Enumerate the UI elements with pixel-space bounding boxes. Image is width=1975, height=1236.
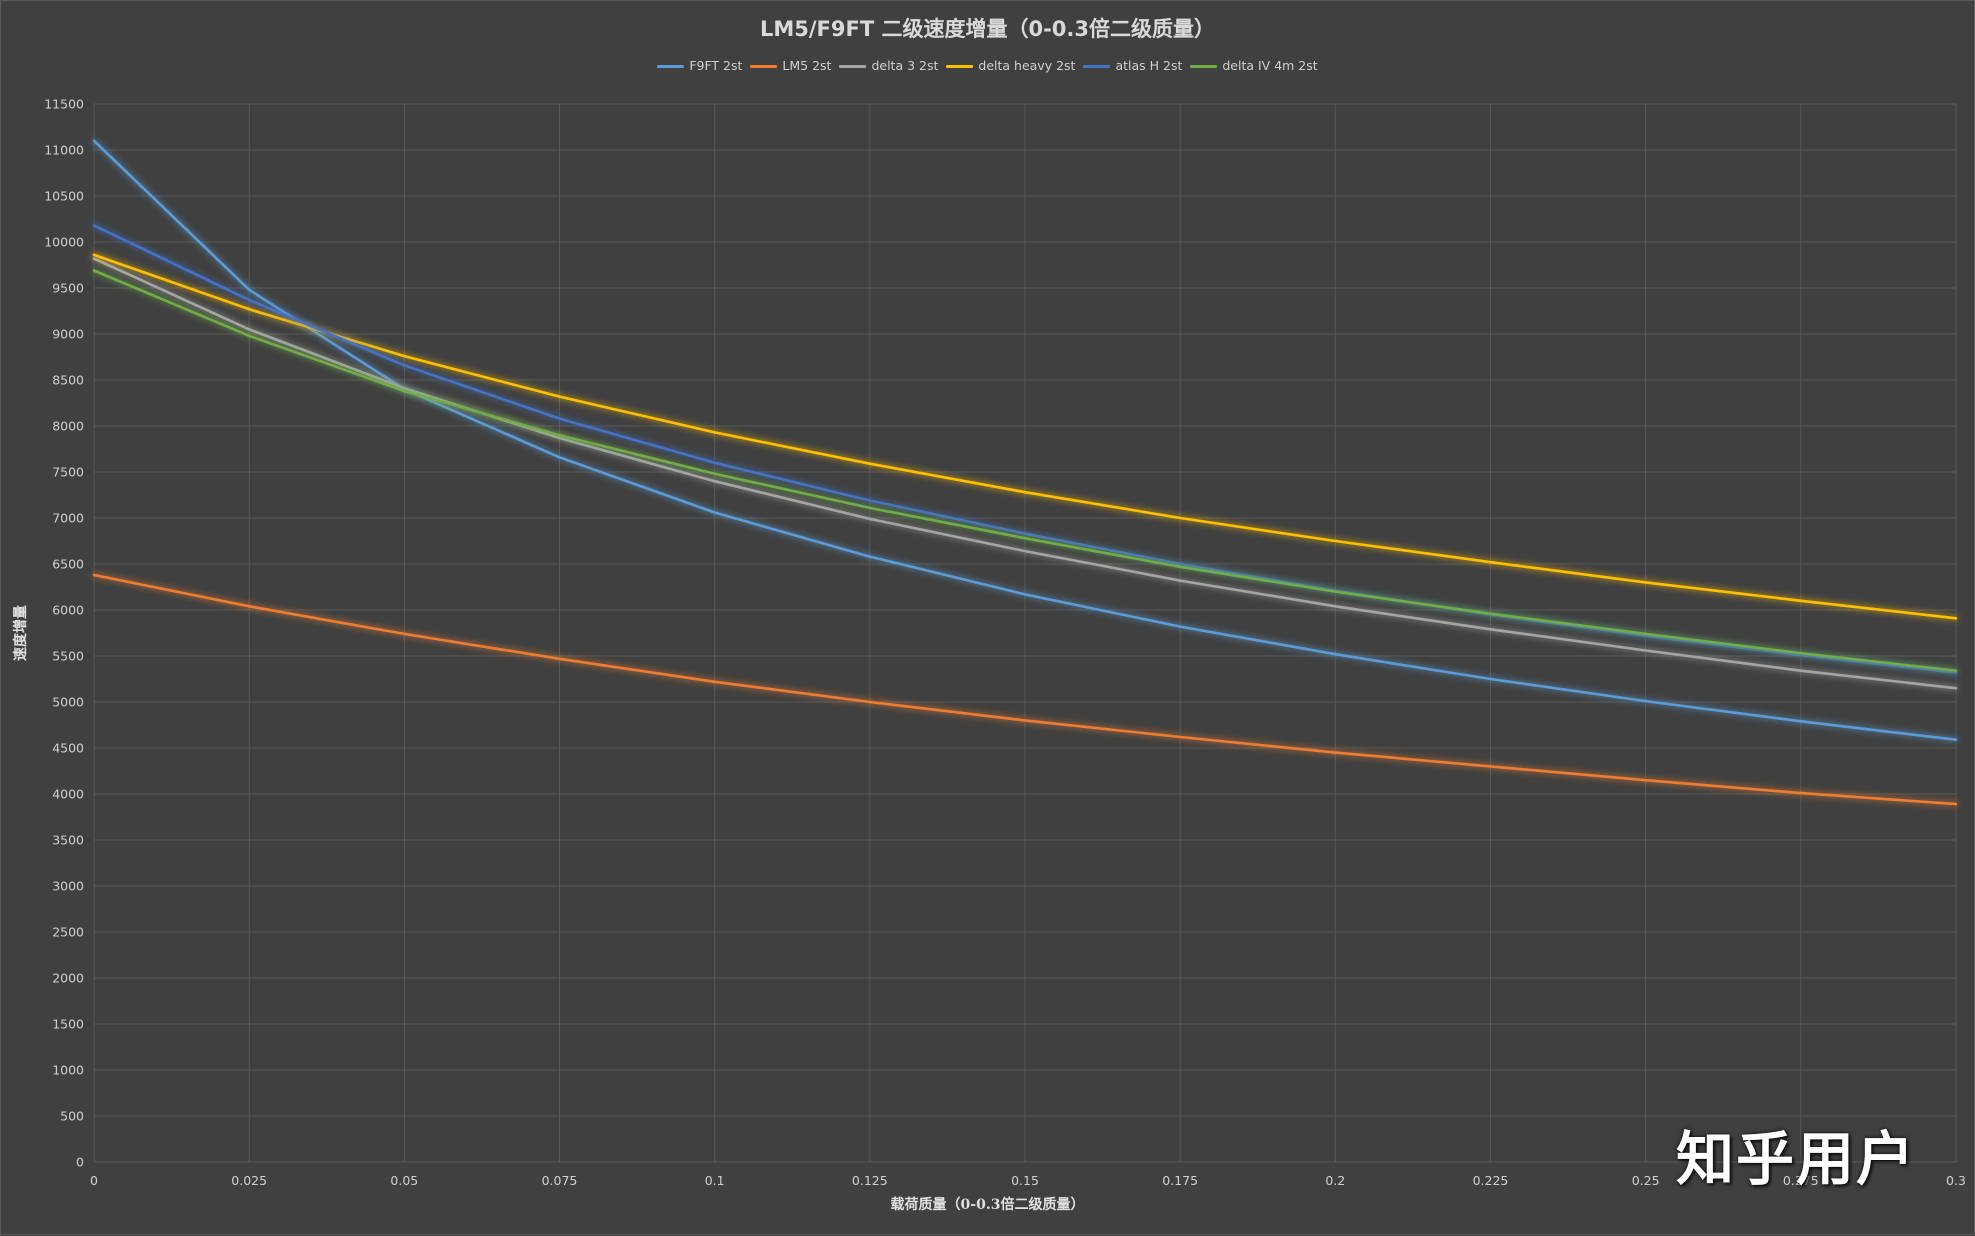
y-tick-label: 3000	[52, 879, 84, 894]
legend-label: delta heavy 2st	[978, 58, 1076, 73]
x-tick-label: 0.225	[1473, 1173, 1509, 1188]
legend-label: atlas H 2st	[1115, 58, 1183, 73]
y-tick-label: 11000	[44, 143, 84, 158]
x-tick-label: 0.3	[1946, 1173, 1966, 1188]
y-tick-label: 8000	[52, 419, 84, 434]
chart-legend: F9FT 2st LM5 2st delta 3 2st delta heavy 2s…	[1, 58, 1974, 73]
legend-entry-lm5-2st: LM5 2st	[750, 58, 831, 73]
chart-title: LM5/F9FT 二级速度增量（0-0.3倍二级质量）	[759, 17, 1216, 41]
series-line-delta-heavy-2st	[92, 253, 1958, 620]
series-line-delta-iv-4m-2st	[92, 269, 1958, 673]
x-axis-label: 载荷质量（0-0.3倍二级质量）	[890, 1197, 1085, 1213]
series-line-lm5-2st	[92, 573, 1958, 806]
series-line-delta-3-2st	[92, 257, 1958, 690]
legend-entry-delta-iv-4m-2st: delta IV 4m 2st	[1190, 58, 1318, 73]
y-tick-label: 5000	[52, 695, 84, 710]
y-tick-label: 9000	[52, 327, 84, 342]
legend-swatch	[750, 65, 778, 68]
x-tick-label: 0.15	[1011, 1173, 1039, 1188]
y-tick-label: 11500	[44, 97, 84, 112]
y-tick-label: 6500	[52, 557, 84, 572]
y-tick-label: 10000	[44, 235, 84, 250]
x-tick-label: 0.025	[231, 1173, 267, 1188]
series-line-atlas-h-2st	[92, 224, 1958, 674]
y-tick-label: 2000	[52, 971, 84, 986]
y-tick-label: 8500	[52, 373, 84, 388]
x-tick-label: 0.075	[542, 1173, 578, 1188]
legend-swatch	[657, 65, 685, 68]
y-tick-label: 7500	[52, 465, 84, 480]
legend-entry-atlas-h-2st: atlas H 2st	[1083, 58, 1182, 73]
watermark: 知乎用户	[1675, 1125, 1916, 1193]
y-tick-label: 3500	[52, 833, 84, 848]
y-tick-label: 7000	[52, 511, 84, 526]
y-tick-label: 0	[76, 1155, 84, 1170]
x-tick-label: 0.1	[705, 1173, 725, 1188]
x-tick-label: 0.05	[390, 1173, 418, 1188]
y-axis-label: 速度增量	[13, 605, 29, 661]
legend-swatch	[946, 65, 974, 68]
legend-entry-f9ft-2st: F9FT 2st	[657, 58, 742, 73]
y-tick-label: 5500	[52, 649, 84, 664]
legend-entry-delta-3-2st: delta 3 2st	[839, 58, 938, 73]
x-tick-label: 0.175	[1162, 1173, 1198, 1188]
y-tick-label: 2500	[52, 925, 84, 940]
y-tick-label: 6000	[52, 603, 84, 618]
y-tick-label: 500	[60, 1109, 84, 1124]
x-tick-label: 0.275	[1783, 1173, 1819, 1188]
x-tick-label: 0	[90, 1173, 98, 1188]
y-tick-label: 9500	[52, 281, 84, 296]
legend-label: LM5 2st	[782, 58, 832, 73]
legend-label: F9FT 2st	[689, 58, 743, 73]
x-tick-label: 0.25	[1632, 1173, 1660, 1188]
x-tick-label: 0.2	[1325, 1173, 1345, 1188]
y-tick-label: 1500	[52, 1017, 84, 1032]
y-tick-label: 4500	[52, 741, 84, 756]
y-tick-label: 1000	[52, 1063, 84, 1078]
y-tick-label: 10500	[44, 189, 84, 204]
x-tick-label: 0.125	[852, 1173, 888, 1188]
legend-label: delta 3 2st	[871, 58, 939, 73]
legend-swatch	[1190, 65, 1218, 68]
legend-swatch	[1083, 65, 1111, 68]
legend-entry-delta-heavy-2st: delta heavy 2st	[946, 58, 1075, 73]
legend-label: delta IV 4m 2st	[1222, 58, 1318, 73]
legend-swatch	[839, 65, 867, 68]
y-tick-label: 4000	[52, 787, 84, 802]
